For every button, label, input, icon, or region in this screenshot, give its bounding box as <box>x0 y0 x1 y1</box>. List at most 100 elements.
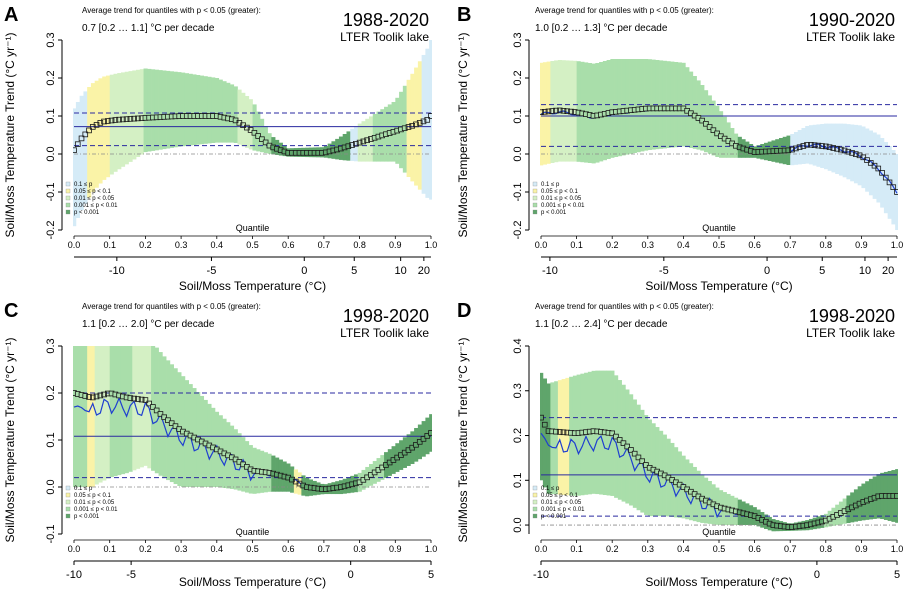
ci-bar <box>105 346 111 479</box>
data-marker <box>165 417 171 424</box>
ci-bar <box>797 130 802 165</box>
ci-bar <box>252 104 257 151</box>
legend-label: 0.05 ≤ p < 0.1 <box>541 189 578 195</box>
ci-bar <box>73 108 77 227</box>
x-axis-label: Soil/Moss Temperature (°C) <box>179 575 326 589</box>
data-marker <box>97 120 104 126</box>
quantile-tick-label: 0.4 <box>211 240 224 250</box>
legend-swatch <box>532 506 538 512</box>
y-tick-label: 0.2 <box>512 428 524 443</box>
legend-label: 0.1 ≤ p <box>541 486 560 492</box>
quantile-label: Quantile <box>236 527 270 537</box>
quantile-tick-label: 0.6 <box>748 240 761 250</box>
legend-swatch <box>65 181 71 187</box>
quantile-tick-label: 0.2 <box>139 240 152 250</box>
ci-bar <box>143 346 148 466</box>
site-label: LTER Toolik lake <box>806 326 895 340</box>
ci-bar <box>143 68 148 153</box>
ci-bar <box>196 75 201 145</box>
ci-bar <box>75 102 81 218</box>
data-marker <box>86 127 92 134</box>
data-marker <box>142 397 149 403</box>
ci-bar <box>636 59 641 153</box>
avg-trend-label: Average trend for quantiles with p < 0.0… <box>82 302 261 311</box>
legend-swatch <box>532 499 538 505</box>
ci-bar <box>542 62 547 165</box>
ci-bar <box>565 377 570 496</box>
ci-bar <box>681 62 686 147</box>
data-marker <box>556 429 563 435</box>
data-marker <box>560 108 567 114</box>
ci-bar <box>139 346 144 468</box>
quantile-tick-label: 0.8 <box>353 240 366 250</box>
ci-bar <box>158 70 163 150</box>
legend-swatch <box>532 485 538 491</box>
ci-bar <box>561 379 566 495</box>
data-marker <box>135 396 141 402</box>
plot-area <box>73 40 432 227</box>
ci-bar <box>617 59 622 157</box>
data-marker <box>424 433 431 439</box>
quantile-tick-label: 1.0 <box>425 544 438 554</box>
quantile-tick-label: 0.2 <box>606 544 619 554</box>
data-marker <box>609 430 615 437</box>
data-marker <box>428 430 432 436</box>
data-marker <box>793 145 799 152</box>
ci-bar <box>640 59 645 152</box>
data-marker <box>292 478 299 485</box>
ci-bar <box>147 68 152 152</box>
legend-label: p < 0.001 <box>541 210 567 216</box>
data-marker <box>796 144 803 151</box>
quantile-tick-label: 0.5 <box>713 544 726 554</box>
data-marker <box>405 124 412 130</box>
ci-bar <box>214 78 220 143</box>
data-marker <box>540 109 544 116</box>
data-marker <box>556 107 563 114</box>
quantile-tick-label: 0.1 <box>570 240 583 250</box>
ci-bar <box>542 378 547 488</box>
data-marker <box>345 143 352 150</box>
ci-bar <box>632 59 637 153</box>
ci-bar <box>565 60 570 162</box>
quantile-tick-label: 0.3 <box>642 240 655 250</box>
data-marker <box>82 131 89 138</box>
ci-bar <box>606 60 611 159</box>
temperature-tick-label: -10 <box>533 569 549 581</box>
data-marker <box>78 135 85 142</box>
ci-bar <box>120 72 126 167</box>
ci-bar <box>599 62 604 162</box>
ci-bar <box>689 71 694 148</box>
legend-label: 0.1 ≤ p <box>74 486 93 492</box>
data-marker <box>105 118 111 124</box>
legend-label: 0.05 ≤ p < 0.1 <box>74 189 111 195</box>
temperature-tick-label: -10 <box>542 265 558 277</box>
ci-bar <box>614 59 619 157</box>
site-label: LTER Toolik lake <box>806 30 895 44</box>
data-marker <box>172 423 179 429</box>
temperature-tick-label: 0 <box>814 569 820 581</box>
temperature-tick-label: -5 <box>126 569 136 581</box>
data-marker <box>97 392 104 399</box>
data-marker <box>849 150 855 156</box>
y-tick-label: 0.2 <box>45 385 57 400</box>
ci-bar <box>790 134 795 166</box>
ci-bar <box>169 71 174 148</box>
data-marker <box>420 118 427 125</box>
data-marker <box>74 141 81 148</box>
y-tick-label: 0.0 <box>45 146 57 161</box>
ci-bar <box>87 87 92 198</box>
y-tick-label: 0.2 <box>512 70 524 85</box>
data-marker <box>356 139 363 146</box>
data-marker <box>804 141 810 148</box>
ci-bar <box>540 372 544 481</box>
data-marker <box>867 160 874 166</box>
data-marker <box>138 396 145 403</box>
data-marker <box>553 428 559 435</box>
y-tick-label: 0.2 <box>45 70 57 85</box>
quantile-tick-label: 1.0 <box>891 240 904 250</box>
ci-bar <box>181 72 186 147</box>
quantile-tick-label: 0.9 <box>855 544 868 554</box>
data-marker <box>631 450 638 457</box>
ci-bar <box>861 126 866 189</box>
